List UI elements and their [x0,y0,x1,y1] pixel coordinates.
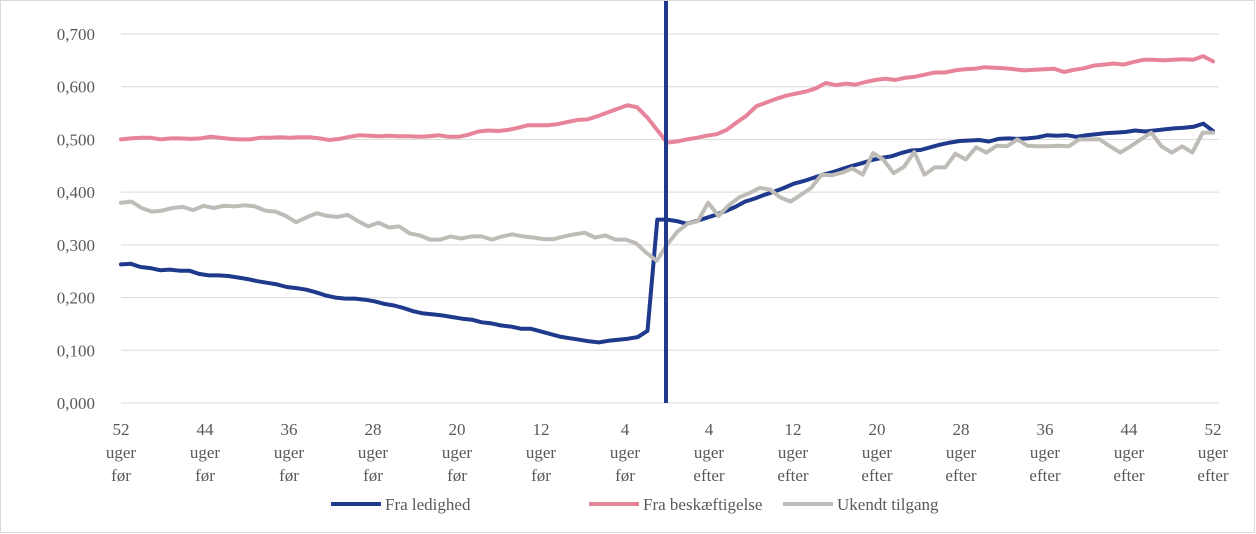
x-tick-label: uger [358,443,389,462]
x-tick-label: 20 [449,420,466,439]
x-tick-label: 52 [1205,420,1222,439]
y-tick-label: 0,100 [57,341,95,360]
x-tick-label: uger [1198,443,1229,462]
x-tick-label: 44 [197,420,215,439]
x-tick-label: uger [106,443,137,462]
x-tick-label: 12 [533,420,550,439]
x-tick-label: 4 [621,420,630,439]
x-tick-label: uger [610,443,641,462]
legend-label: Fra ledighed [385,495,471,514]
x-tick-label: uger [274,443,305,462]
x-tick-label: uger [946,443,977,462]
x-tick-label: efter [693,466,724,485]
x-tick-label: uger [526,443,557,462]
y-tick-label: 0,700 [57,25,95,44]
x-tick-label: før [195,466,215,485]
x-tick-label: efter [1197,466,1228,485]
x-tick-label: 20 [869,420,886,439]
y-tick-label: 0,000 [57,394,95,413]
y-tick-label: 0,300 [57,236,95,255]
y-tick-label: 0,200 [57,289,95,308]
legend-label: Fra beskæftigelse [643,495,762,514]
y-tick-label: 0,400 [57,183,95,202]
x-tick-label: efter [945,466,976,485]
x-tick-label: 36 [281,420,298,439]
x-tick-label: efter [777,466,808,485]
x-tick-label: før [279,466,299,485]
x-tick-label: efter [1029,466,1060,485]
x-tick-label: uger [694,443,725,462]
x-tick-label: uger [778,443,809,462]
x-tick-label: 12 [785,420,802,439]
x-tick-label: 4 [705,420,714,439]
x-tick-label: 28 [365,420,382,439]
x-tick-label: før [531,466,551,485]
x-tick-label: uger [1114,443,1145,462]
x-tick-label: uger [862,443,893,462]
y-tick-label: 0,500 [57,130,95,149]
x-tick-label: uger [442,443,473,462]
x-tick-label: før [447,466,467,485]
x-tick-label: efter [861,466,892,485]
x-tick-label: før [363,466,383,485]
x-tick-label: før [111,466,131,485]
legend-label: Ukendt tilgang [837,495,939,514]
x-tick-label: 44 [1121,420,1139,439]
x-tick-label: før [615,466,635,485]
x-tick-label: efter [1113,466,1144,485]
x-tick-label: 52 [113,420,130,439]
x-tick-label: uger [1030,443,1061,462]
x-tick-label: 36 [1037,420,1054,439]
y-tick-label: 0,600 [57,78,95,97]
x-tick-label: uger [190,443,221,462]
x-tick-label: 28 [953,420,970,439]
